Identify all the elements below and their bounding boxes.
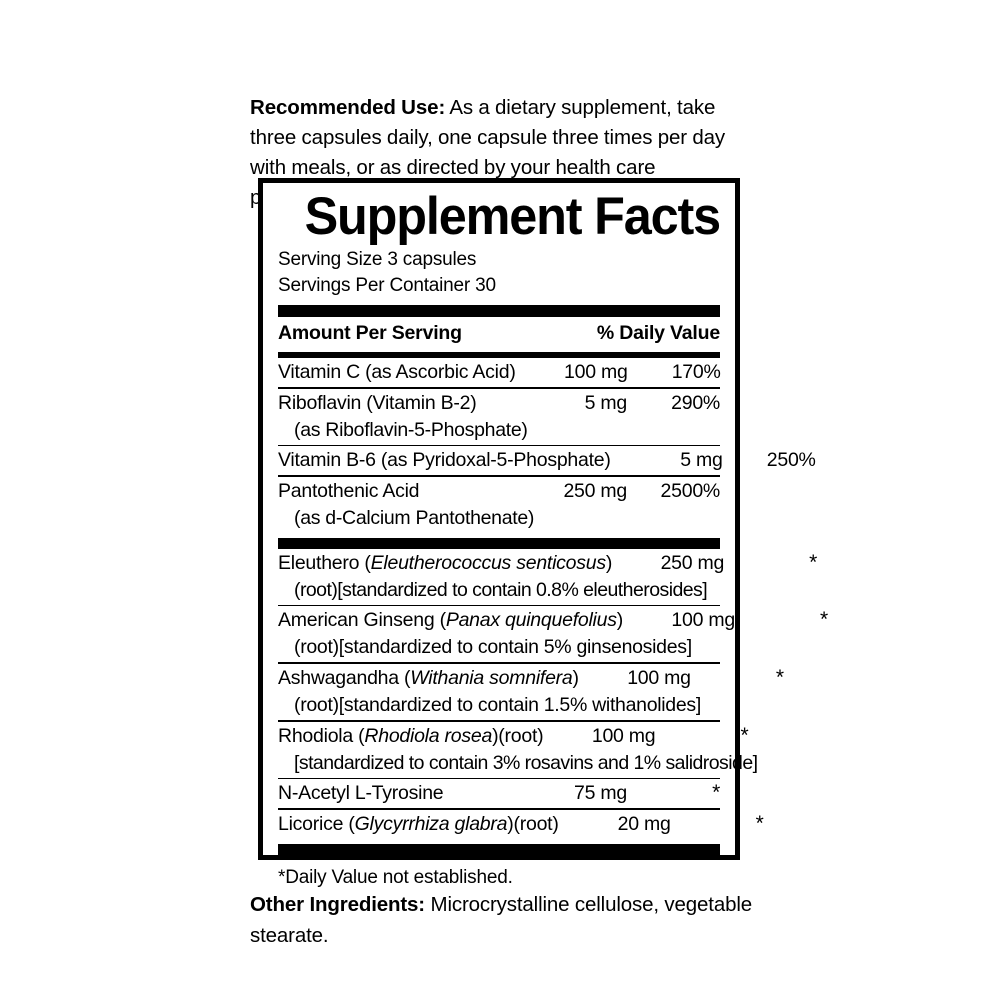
column-header-row: Amount Per Serving % Daily Value (278, 317, 720, 348)
ingredient-name: Eleuthero (Eleutherococcus senticosus) (278, 551, 613, 574)
table-row: Ashwagandha (Withania somnifera) 100 mg … (278, 664, 784, 720)
ingredient-name: Ashwagandha (Withania somnifera) (278, 666, 579, 689)
panel-title: Supplement Facts (304, 187, 722, 246)
ingredient-standardization-note: [standardized to contain 3% rosavins and… (294, 751, 758, 774)
ingredient-name: N-Acetyl L-Tyrosine (278, 782, 444, 805)
ingredient-amount: 100 mg (671, 609, 735, 632)
ingredient-name: Rhodiola (Rhodiola rosea)(root) (278, 724, 544, 747)
daily-value-header: % Daily Value (596, 322, 720, 344)
rule-between-sections (278, 537, 720, 549)
table-row: Vitamin B-6 (as Pyridoxal-5-Phosphate) 5… (278, 446, 816, 475)
ingredient-name: Licorice (Glycyrrhiza glabra)(root) (278, 812, 559, 835)
row-divider (278, 475, 720, 477)
daily-value-footnote: *Daily Value not established. (278, 866, 513, 888)
servings-per-container: Servings Per Container 30 (278, 275, 496, 296)
row-divider (278, 444, 720, 447)
table-row: Pantothenic Acid 250 mg 2500% (as d-Calc… (278, 477, 720, 533)
nutrient-daily-value: 250% (766, 449, 816, 472)
ingredient-daily-value: * (712, 781, 720, 805)
table-row: N-Acetyl L-Tyrosine 75 mg * (278, 779, 720, 808)
nutrient-source-note: (as d-Calcium Pantothenate) (294, 506, 535, 529)
ingredient-daily-value: * (775, 665, 784, 689)
nutrient-amount: 5 mg (680, 449, 723, 472)
nutrient-name: Vitamin C (as Ascorbic Acid) (278, 361, 516, 383)
nutrient-amount: 250 mg (563, 479, 627, 502)
other-ingredients-label: Other Ingredients: (250, 892, 425, 916)
recommended-use-paragraph: Recommended Use: As a dietary supplement… (250, 93, 758, 213)
table-row: Eleuthero (Eleutherococcus senticosus) 2… (278, 549, 817, 605)
ingredient-amount: 75 mg (574, 782, 627, 805)
panel-content: Supplement Facts Serving Size 3 capsules… (278, 187, 828, 891)
nutrient-name: Riboflavin (Vitamin B-2) (278, 391, 477, 414)
row-divider (278, 719, 720, 722)
nutrient-daily-value: 170% (671, 361, 721, 383)
nutrient-daily-value: 2500% (660, 479, 721, 502)
row-divider (278, 604, 720, 607)
ingredient-amount: 250 mg (660, 551, 725, 574)
ingredient-name: American Ginseng (Panax quinquefolius) (278, 609, 623, 632)
serving-size: Serving Size 3 capsules (278, 249, 477, 270)
ingredient-standardization-note: (root)[standardized to contain 5% ginsen… (294, 636, 692, 659)
nutrient-name: Vitamin B-6 (as Pyridoxal-5-Phosphate) (278, 449, 611, 472)
nutrient-amount: 100 mg (564, 361, 628, 383)
table-row: Licorice (Glycyrrhiza glabra)(root) 20 m… (278, 810, 764, 839)
other-ingredients-paragraph: Other Ingredients: Microcrystalline cell… (250, 889, 770, 951)
other-ingredients-text: Microcrystalline cellulose, vegetable st… (250, 892, 752, 947)
rule-above-column-header (278, 305, 720, 317)
amount-per-serving-header: Amount Per Serving (278, 322, 462, 344)
row-divider (278, 777, 720, 780)
ingredient-daily-value: * (809, 550, 818, 574)
table-row: American Ginseng (Panax quinquefolius) 1… (278, 606, 828, 662)
row-divider (278, 662, 720, 664)
table-row: Rhodiola (Rhodiola rosea)(root) 100 mg *… (278, 722, 758, 778)
nutrient-daily-value: 290% (671, 391, 720, 414)
ingredient-standardization-note: (root)[standardized to contain 0.8% eleu… (294, 578, 708, 601)
ingredient-daily-value: * (820, 608, 828, 632)
ingredient-daily-value: * (755, 811, 764, 835)
ingredient-standardization-note: (root)[standardized to contain 1.5% with… (294, 693, 701, 716)
nutrient-name: Pantothenic Acid (278, 479, 420, 502)
supplement-facts-panel: Supplement Facts Serving Size 3 capsules… (258, 178, 828, 888)
row-divider (278, 808, 720, 810)
table-row: Vitamin C (as Ascorbic Acid) 100 mg 170% (278, 358, 721, 387)
recommended-use-text: As a dietary supplement, take three caps… (250, 95, 726, 209)
rule-below-column-header (278, 352, 720, 358)
table-row: Riboflavin (Vitamin B-2) 5 mg 290% (as R… (278, 389, 720, 445)
ingredient-daily-value: * (740, 723, 749, 747)
row-divider (278, 387, 720, 389)
nutrient-source-note: (as Riboflavin-5-Phosphate) (294, 418, 528, 441)
rule-above-footnote (278, 843, 720, 855)
ingredient-amount: 20 mg (617, 812, 671, 835)
recommended-use-label: Recommended Use: (250, 95, 446, 119)
nutrient-amount: 5 mg (584, 391, 628, 414)
ingredient-amount: 100 mg (627, 666, 691, 689)
ingredient-amount: 100 mg (591, 724, 656, 747)
